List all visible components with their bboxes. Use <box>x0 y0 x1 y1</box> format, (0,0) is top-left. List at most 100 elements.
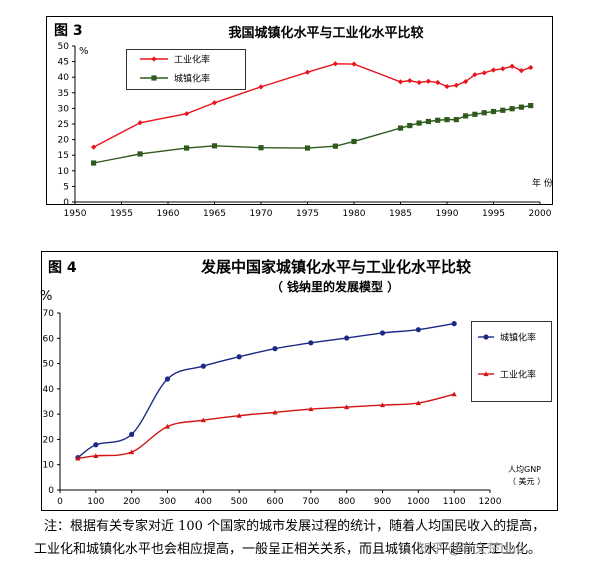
data-point <box>137 151 143 157</box>
footnote-line-1: 注：根据有关专家对近 100 个国家的城市发展过程的统计，随着人均国民收入的提高… <box>44 519 546 534</box>
data-point <box>415 400 421 406</box>
fig3-x-axis-label: 年 份 <box>532 177 553 189</box>
fig3-axes: 0 5 10 15 20 25 30 35 40 45 50 1950 1955 1960 1965 1970… <box>58 42 552 219</box>
y-tick-label: 15 <box>58 151 69 161</box>
y-tick-label: 40 <box>43 385 55 395</box>
data-point <box>415 327 421 333</box>
legend-marker-0 <box>151 56 157 62</box>
y-tick-label: 50 <box>43 360 55 370</box>
data-point <box>453 82 459 88</box>
x-tick-label: 1980 <box>343 209 366 219</box>
data-point <box>164 376 171 382</box>
data-point <box>129 431 135 437</box>
x-tick-label: 2000 <box>529 209 552 219</box>
data-point <box>379 330 386 336</box>
data-point <box>137 120 143 126</box>
data-point <box>184 145 190 151</box>
data-point <box>93 442 99 448</box>
series-line-0 <box>77 322 455 459</box>
x-tick-label: 1950 <box>64 209 87 219</box>
data-point <box>500 107 506 113</box>
fig4-title: 发展中国家城镇化水平与工业化水平比较 <box>200 258 471 276</box>
data-point <box>272 409 278 415</box>
y-tick-label: 30 <box>43 410 55 420</box>
legend-label-1: 工业化率 <box>500 369 536 381</box>
y-tick-label: 30 <box>58 104 70 114</box>
x-tick-label: 100 <box>87 497 104 507</box>
x-tick-label: 1955 <box>110 209 133 219</box>
data-point <box>351 61 357 67</box>
x-tick-label: 700 <box>302 497 319 507</box>
data-point <box>75 455 81 461</box>
data-point <box>129 449 135 455</box>
fig3-title: 我国城镇化水平与工业化水平比较 <box>228 25 423 41</box>
data-point <box>472 111 478 117</box>
y-tick-label: 60 <box>43 334 55 344</box>
x-tick-label: 1200 <box>479 497 502 507</box>
data-point <box>184 111 190 117</box>
legend-label-1: 城镇化率 <box>174 73 210 85</box>
data-point <box>397 79 404 85</box>
data-point <box>200 417 206 423</box>
data-point <box>407 122 413 129</box>
data-point <box>509 106 515 112</box>
legend-marker-0 <box>483 334 489 340</box>
x-tick-label: 0 <box>57 497 63 507</box>
data-point <box>528 64 534 71</box>
y-tick-label: 45 <box>58 58 69 68</box>
data-point <box>236 413 242 418</box>
data-point <box>75 455 81 461</box>
y-tick-label: 35 <box>58 89 69 99</box>
legend-marker-1 <box>483 371 489 377</box>
data-point <box>500 66 506 72</box>
fig4-frame <box>41 251 558 511</box>
data-point <box>407 78 413 84</box>
footnote: 注：根据有关专家对近 100 个国家的城市发展过程的统计，随着人均国民收入的提高… <box>34 515 592 561</box>
data-point <box>490 108 497 115</box>
data-point <box>91 144 97 150</box>
data-point <box>164 423 171 429</box>
fig3-frame <box>46 16 553 205</box>
y-tick-label: 25 <box>58 120 69 130</box>
y-tick-label: 10 <box>58 167 70 177</box>
data-point <box>451 321 457 327</box>
y-tick-label: 70 <box>43 309 55 319</box>
data-point <box>481 70 487 76</box>
data-point <box>481 110 487 116</box>
data-point <box>91 160 97 166</box>
x-tick-label: 1975 <box>296 209 319 219</box>
data-point <box>200 363 206 369</box>
data-point <box>528 102 534 109</box>
fig4-x-axis-unit: （ 美元 ） <box>508 476 545 486</box>
series-line-1 <box>77 393 455 460</box>
data-point <box>397 125 404 131</box>
data-point <box>435 117 441 123</box>
data-point <box>472 72 478 78</box>
fig3-y-unit: % <box>79 46 89 57</box>
fig4-y-unit: % <box>40 289 52 304</box>
data-point <box>463 78 469 85</box>
data-point <box>258 145 264 151</box>
x-tick-label: 1985 <box>389 209 412 219</box>
data-point <box>379 402 386 408</box>
y-tick-label: 20 <box>43 435 55 445</box>
fig3-series <box>91 61 534 166</box>
y-tick-label: 50 <box>58 42 70 52</box>
x-tick-label: 1995 <box>482 209 505 219</box>
x-tick-label: 1100 <box>443 497 466 507</box>
data-point <box>304 69 311 75</box>
x-tick-label: 800 <box>338 497 355 507</box>
x-tick-label: 1990 <box>436 209 459 219</box>
fig3-legend-box <box>126 49 246 90</box>
x-tick-label: 1970 <box>250 209 273 219</box>
data-point <box>490 67 497 73</box>
data-point <box>332 61 338 67</box>
fig4-x-axis-label: 人均GNP <box>508 464 541 474</box>
data-point <box>416 120 422 126</box>
data-point <box>308 340 314 346</box>
legend-label-0: 工业化率 <box>174 54 210 66</box>
data-point <box>435 79 441 86</box>
data-point <box>425 78 431 84</box>
